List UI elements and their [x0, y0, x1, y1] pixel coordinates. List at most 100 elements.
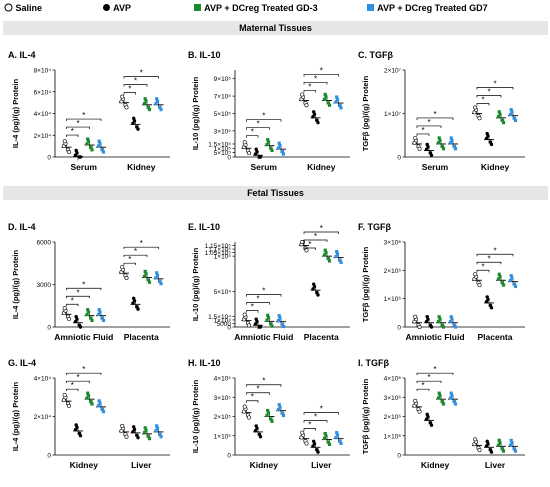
significance-bracket — [246, 384, 282, 387]
significance-bracket — [246, 392, 270, 395]
data-point — [101, 150, 106, 154]
data-point — [90, 402, 94, 406]
significance-star: * — [421, 126, 424, 135]
data-point — [97, 139, 101, 143]
data-point — [339, 441, 343, 446]
data-point — [477, 116, 482, 121]
significance-bracket — [246, 127, 270, 130]
data-point — [338, 439, 342, 443]
data-point — [335, 431, 339, 435]
data-point — [338, 258, 342, 262]
significance-star: * — [262, 377, 265, 386]
data-point — [498, 112, 502, 116]
section-maternal: Maternal Tissues — [3, 21, 548, 35]
significance-star: * — [493, 246, 496, 255]
significance-bracket — [66, 126, 90, 130]
significance-star: * — [140, 239, 143, 248]
data-point — [501, 283, 506, 287]
significance-star: * — [82, 365, 85, 374]
significance-bracket — [416, 125, 442, 128]
data-point — [300, 240, 305, 245]
data-point — [436, 319, 441, 324]
data-point — [300, 430, 305, 435]
data-point — [89, 145, 93, 150]
data-point — [327, 442, 332, 446]
significance-star: * — [308, 240, 311, 249]
data-point — [334, 100, 338, 104]
significance-star: * — [262, 112, 265, 121]
data-point — [338, 103, 342, 108]
data-point — [312, 282, 316, 286]
significance-star: * — [76, 288, 79, 297]
y-tick-label: 3×10⁵ — [214, 395, 232, 402]
data-point — [449, 136, 453, 140]
x-category-label: Amniotic Fluid — [234, 332, 293, 342]
legend: Saline AVP AVP + DCreg Treated GD-3 AVP … — [0, 0, 550, 16]
data-point — [89, 399, 93, 404]
data-point — [450, 138, 454, 142]
data-point — [277, 403, 281, 407]
data-point — [155, 99, 160, 103]
significance-star: * — [320, 405, 323, 414]
data-point — [96, 144, 101, 148]
data-point — [438, 317, 442, 321]
significance-bracket — [476, 261, 502, 265]
significance-bracket — [303, 231, 339, 234]
y-axis-label: IL-4 (pg)/(g) Protein — [11, 382, 20, 452]
y-tick-label: 5000 — [217, 321, 232, 328]
data-point — [247, 151, 252, 156]
data-point — [453, 402, 458, 406]
data-point — [496, 115, 501, 119]
legend-gd7: AVP + DCreg Treated GD7 — [366, 3, 488, 13]
data-point — [277, 141, 281, 145]
significance-star: * — [487, 88, 490, 97]
y-tick-label: 0 — [227, 453, 231, 460]
y-tick-label: 1×10⁵ — [214, 433, 232, 440]
data-point — [159, 108, 163, 112]
y-tick-label: 1×10⁶ — [384, 433, 402, 440]
data-point — [448, 141, 453, 145]
significance-star: * — [433, 365, 436, 374]
significance-bracket — [66, 134, 79, 138]
significance-bracket — [123, 246, 159, 250]
significance-bracket — [416, 372, 454, 376]
data-point — [258, 325, 263, 329]
y-axis-label: TGFβ (pg)/(g) Protein — [361, 246, 370, 322]
data-point — [158, 432, 162, 436]
data-point — [413, 398, 418, 403]
y-tick-label: 1.05×10⁵ — [205, 250, 232, 257]
significance-bracket — [66, 388, 79, 392]
data-point — [449, 391, 453, 395]
data-point — [425, 412, 429, 417]
data-point — [67, 403, 72, 408]
data-point — [146, 105, 151, 109]
significance-star: * — [481, 96, 484, 105]
significance-bracket — [123, 92, 136, 95]
data-point — [155, 424, 159, 428]
data-point — [142, 431, 147, 435]
x-category-label: Amniotic Fluid — [405, 332, 464, 342]
y-tick-label: 1×10⁷ — [384, 111, 402, 118]
significance-star: * — [320, 66, 323, 75]
significance-star: * — [308, 421, 311, 430]
data-point — [85, 142, 89, 146]
y-tick-label: 5×10⁵ — [214, 150, 232, 157]
significance-bracket — [303, 74, 339, 77]
significance-star: * — [128, 85, 131, 94]
data-point — [440, 323, 445, 327]
x-category-label: Kidney — [250, 460, 279, 470]
significance-bracket — [476, 269, 490, 273]
data-point — [323, 432, 327, 436]
significance-star: * — [76, 119, 79, 128]
data-point — [67, 150, 72, 155]
y-tick-label: 1.1×10⁵ — [208, 247, 231, 254]
data-point — [440, 399, 445, 404]
data-point — [278, 143, 282, 148]
legend-saline: Saline — [4, 3, 42, 13]
significance-bracket — [66, 380, 90, 384]
data-point — [440, 144, 445, 148]
data-point — [132, 425, 136, 429]
data-point — [280, 322, 285, 326]
data-point — [85, 312, 89, 317]
data-point — [477, 283, 482, 288]
